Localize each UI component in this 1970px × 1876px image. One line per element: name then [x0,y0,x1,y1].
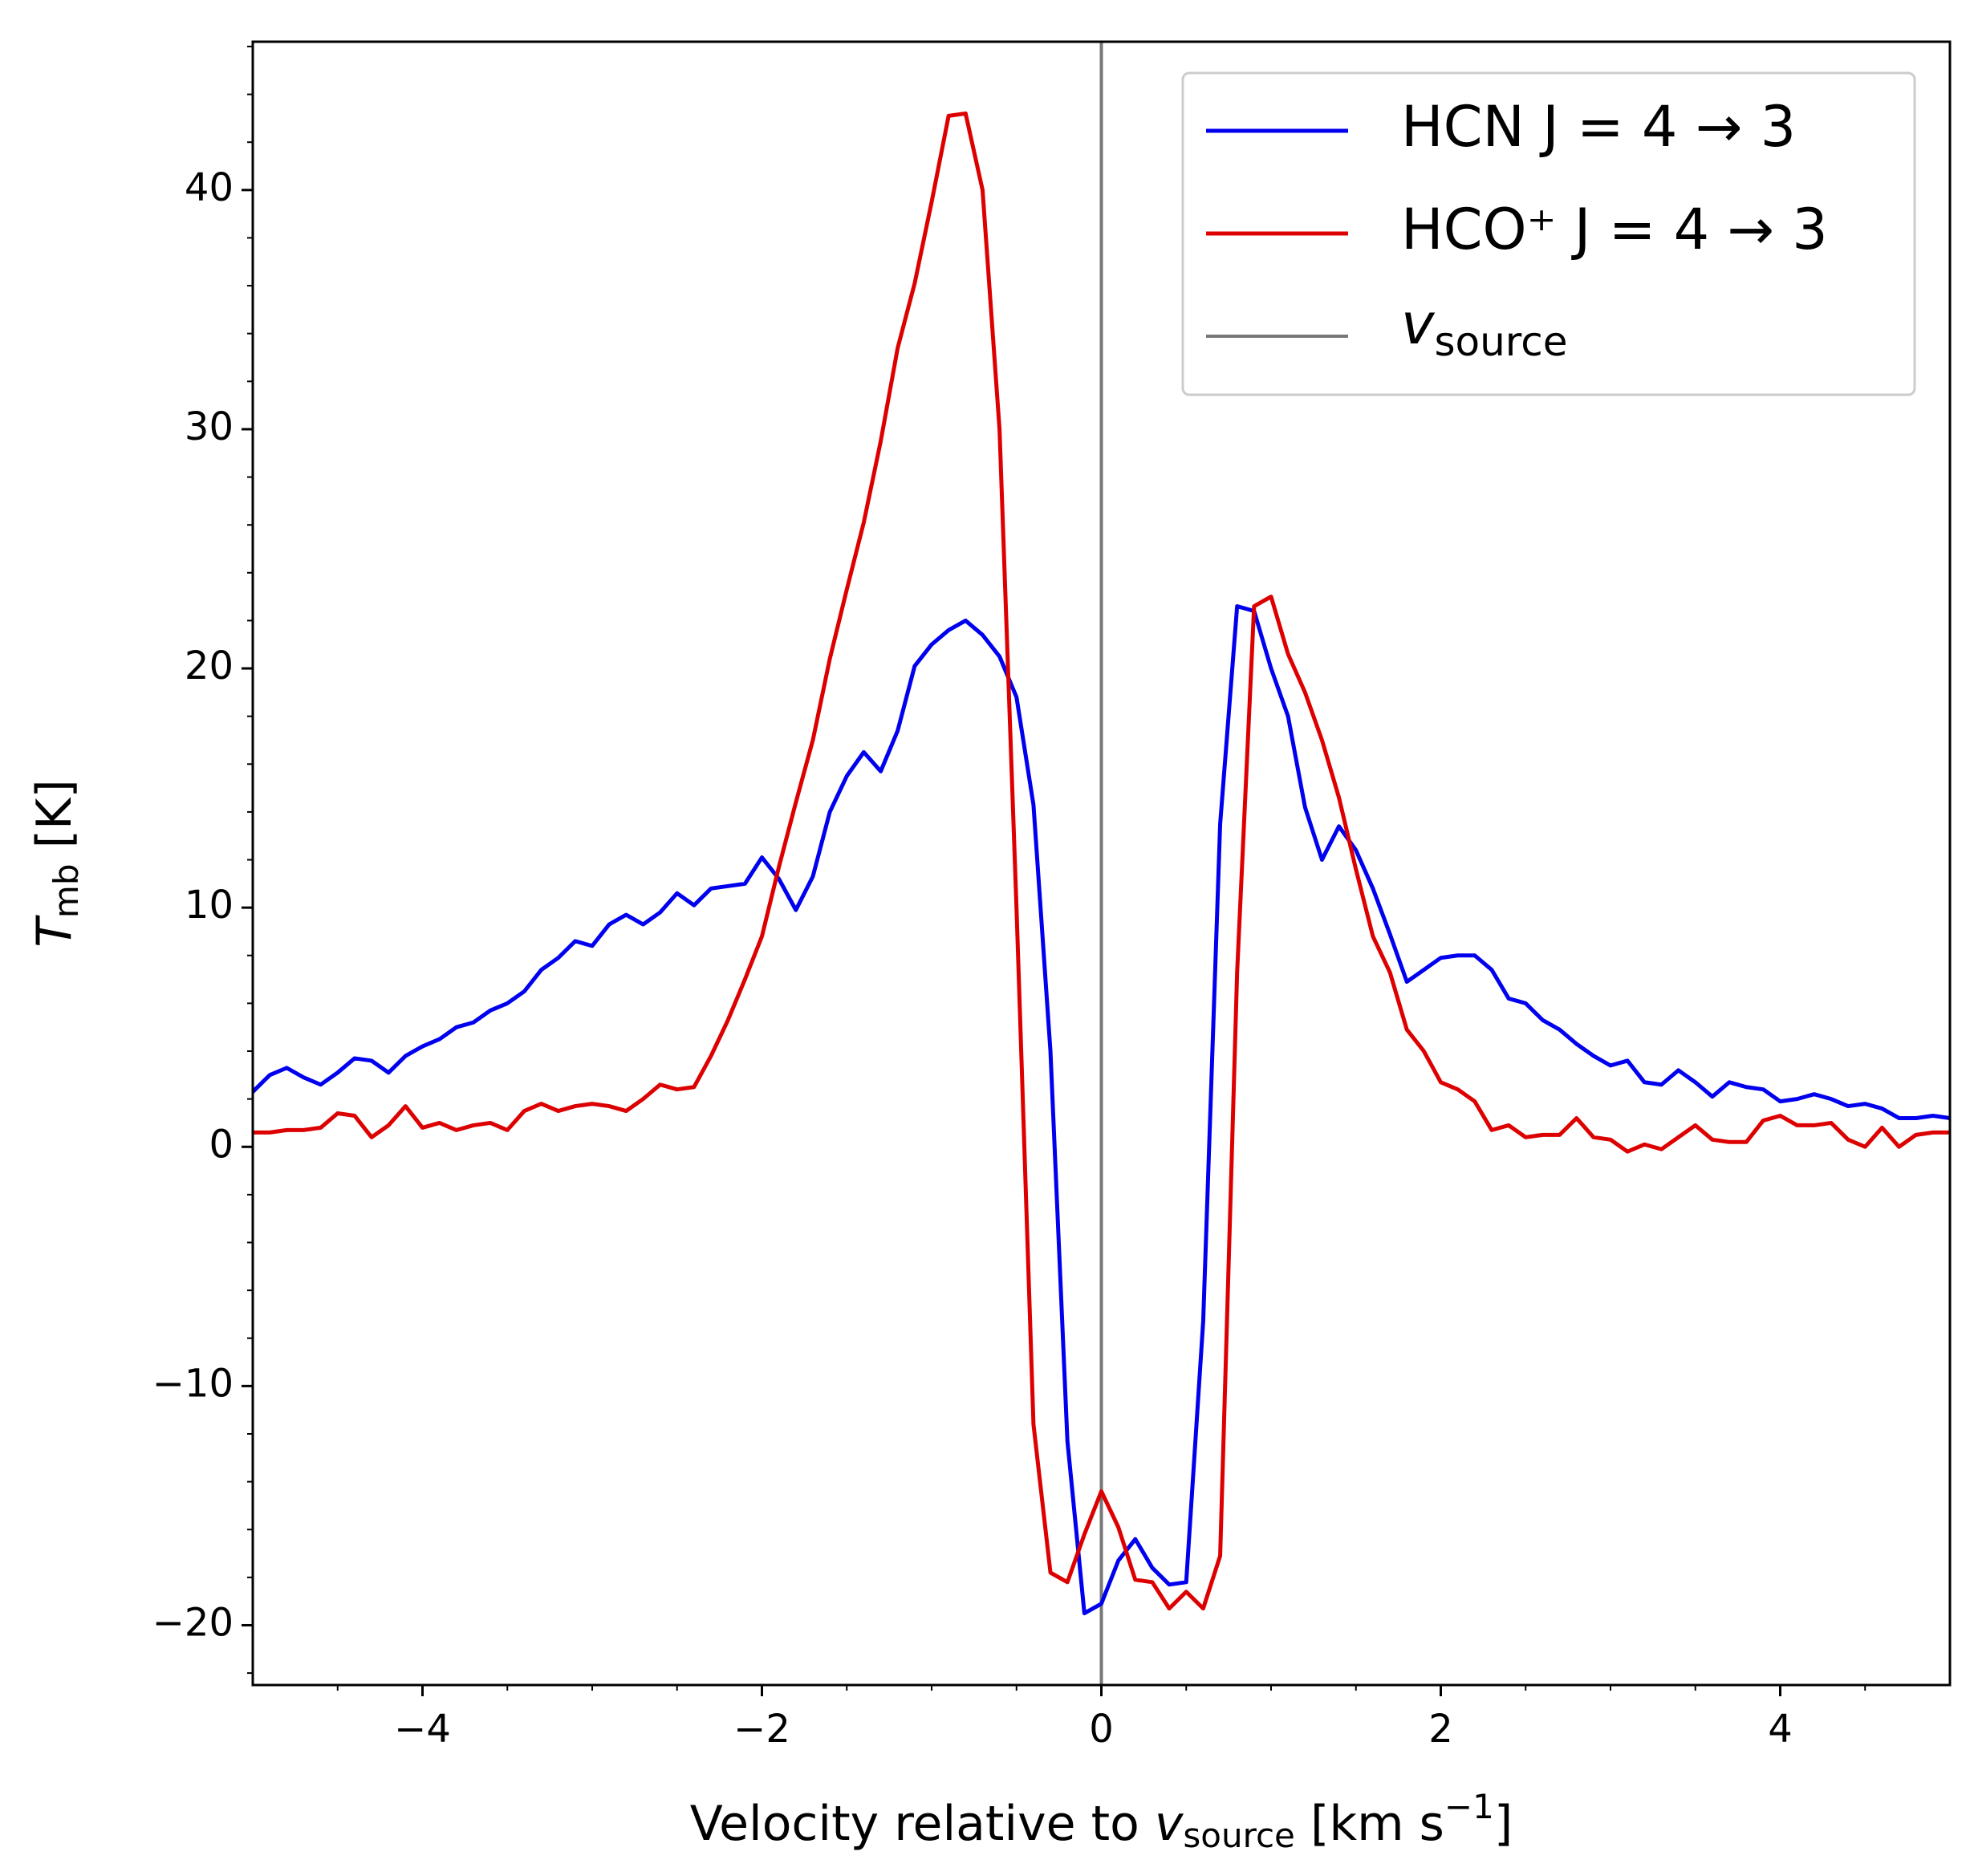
y-label-sub: mb [47,864,86,919]
y-tick-label: 20 [185,644,234,688]
y-label-var: T [26,915,83,948]
y-tick-label: 40 [185,165,234,210]
x-tick-label: 2 [1428,1707,1453,1752]
y-label-tail: [K] [26,779,83,863]
y-axis-label: Tmb [K] [26,779,86,947]
x-label-end: ] [1494,1796,1513,1852]
y-tick-label: 10 [185,883,234,928]
series-line [253,111,1950,1611]
y-tick-label: 0 [209,1122,234,1167]
plot-frame [251,40,1952,1687]
x-tick-label: 4 [1768,1707,1793,1752]
y-tick-label: 30 [185,404,234,449]
x-label-sub: source [1183,1816,1294,1855]
legend-sub: source [1434,319,1567,365]
legend-box [1181,71,1916,396]
y-tick-label: −10 [152,1361,234,1406]
legend-label: HCN J = 4 → 3 [1401,94,1796,160]
x-tick-label: −2 [733,1707,790,1752]
x-tick-label: 0 [1089,1707,1114,1752]
x-label-text: Velocity relative to [690,1796,1155,1852]
legend-label: vsource [1401,291,1567,364]
x-label-var: v [1155,1796,1184,1852]
y-tick-label: −20 [152,1600,234,1645]
series-line [253,604,1950,1616]
x-label-sup: −1 [1444,1787,1494,1826]
x-tick-label: −4 [394,1707,451,1752]
x-axis-label: Velocity relative to vsource [km s−1] [690,1787,1513,1855]
legend-label: HCO⁺ J = 4 → 3 [1401,197,1828,262]
x-label-tail: [km s [1295,1796,1444,1852]
legend-var: v [1401,291,1436,357]
